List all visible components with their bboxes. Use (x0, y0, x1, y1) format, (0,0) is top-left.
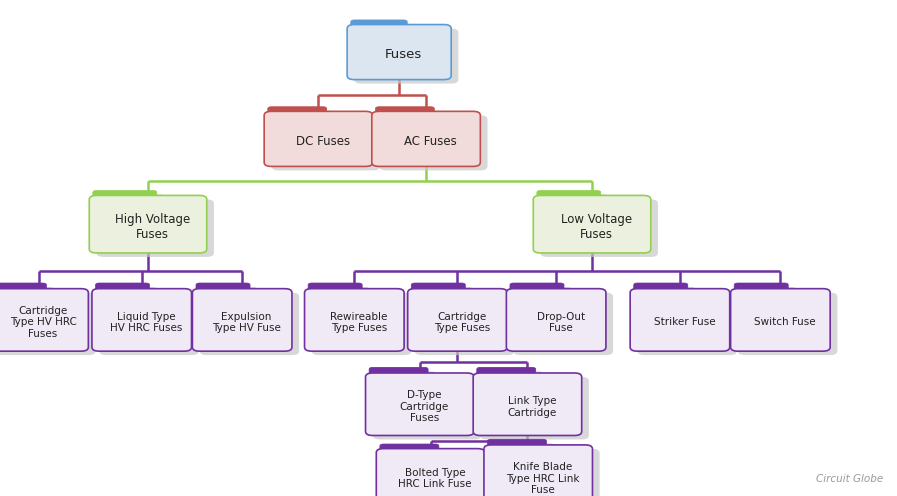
FancyBboxPatch shape (483, 372, 543, 386)
Text: AC Fuses: AC Fuses (405, 135, 457, 148)
FancyBboxPatch shape (513, 293, 613, 355)
FancyBboxPatch shape (196, 283, 250, 298)
FancyBboxPatch shape (309, 283, 362, 298)
Text: Cartridge
Type Fuses: Cartridge Type Fuses (434, 311, 490, 333)
FancyBboxPatch shape (494, 443, 553, 458)
Text: Liquid Type
HV HRC Fuses: Liquid Type HV HRC Fuses (110, 311, 182, 333)
FancyBboxPatch shape (517, 287, 571, 302)
FancyBboxPatch shape (304, 289, 404, 351)
FancyBboxPatch shape (271, 116, 380, 171)
FancyBboxPatch shape (351, 20, 407, 33)
FancyBboxPatch shape (536, 190, 601, 204)
FancyBboxPatch shape (93, 190, 157, 204)
FancyBboxPatch shape (633, 283, 688, 298)
Text: DC Fuses: DC Fuses (296, 135, 350, 148)
FancyBboxPatch shape (90, 195, 206, 253)
FancyBboxPatch shape (414, 293, 515, 355)
Text: High Voltage
Fuses: High Voltage Fuses (115, 213, 190, 241)
Text: Cartridge
Type HV HRC
Fuses: Cartridge Type HV HRC Fuses (10, 306, 76, 339)
FancyBboxPatch shape (375, 107, 434, 120)
Text: Bolted Type
HRC Link Fuse: Bolted Type HRC Link Fuse (398, 468, 472, 490)
FancyBboxPatch shape (366, 373, 474, 435)
FancyBboxPatch shape (379, 116, 488, 171)
FancyBboxPatch shape (488, 439, 546, 454)
FancyBboxPatch shape (373, 377, 481, 439)
FancyBboxPatch shape (0, 283, 47, 298)
FancyBboxPatch shape (95, 283, 150, 298)
Text: Striker Fuse: Striker Fuse (654, 317, 715, 327)
FancyBboxPatch shape (97, 199, 213, 257)
FancyBboxPatch shape (506, 289, 606, 351)
FancyBboxPatch shape (387, 448, 446, 461)
FancyBboxPatch shape (637, 293, 736, 355)
Text: Drop-Out
Fuse: Drop-Out Fuse (536, 311, 585, 333)
FancyBboxPatch shape (741, 287, 796, 302)
FancyBboxPatch shape (312, 293, 411, 355)
FancyBboxPatch shape (358, 24, 414, 37)
FancyBboxPatch shape (99, 293, 198, 355)
FancyBboxPatch shape (492, 449, 599, 496)
FancyBboxPatch shape (100, 194, 164, 208)
FancyBboxPatch shape (737, 293, 838, 355)
FancyBboxPatch shape (509, 283, 564, 298)
FancyBboxPatch shape (483, 445, 592, 496)
FancyBboxPatch shape (540, 199, 658, 257)
FancyBboxPatch shape (200, 293, 299, 355)
FancyBboxPatch shape (267, 107, 327, 120)
FancyBboxPatch shape (0, 289, 88, 351)
FancyBboxPatch shape (377, 372, 435, 386)
FancyBboxPatch shape (0, 293, 95, 355)
FancyBboxPatch shape (0, 287, 54, 302)
Text: Fuses: Fuses (385, 48, 422, 61)
FancyBboxPatch shape (102, 287, 157, 302)
FancyBboxPatch shape (347, 25, 451, 80)
FancyBboxPatch shape (354, 28, 458, 83)
FancyBboxPatch shape (640, 287, 695, 302)
Text: Switch Fuse: Switch Fuse (754, 317, 815, 327)
FancyBboxPatch shape (383, 452, 492, 496)
Text: Expulsion
Type HV Fuse: Expulsion Type HV Fuse (213, 311, 281, 333)
FancyBboxPatch shape (382, 111, 441, 124)
FancyBboxPatch shape (630, 289, 729, 351)
FancyBboxPatch shape (473, 373, 581, 435)
FancyBboxPatch shape (274, 111, 334, 124)
FancyBboxPatch shape (481, 377, 588, 439)
FancyBboxPatch shape (203, 287, 257, 302)
FancyBboxPatch shape (418, 287, 473, 302)
FancyBboxPatch shape (544, 194, 608, 208)
FancyBboxPatch shape (407, 289, 508, 351)
FancyBboxPatch shape (730, 289, 830, 351)
Text: D-Type
Cartridge
Fuses: D-Type Cartridge Fuses (400, 390, 448, 423)
Text: Link Type
Cartridge: Link Type Cartridge (508, 396, 556, 418)
FancyBboxPatch shape (371, 112, 481, 167)
FancyBboxPatch shape (377, 448, 484, 496)
FancyBboxPatch shape (92, 289, 192, 351)
FancyBboxPatch shape (264, 112, 372, 167)
FancyBboxPatch shape (477, 368, 536, 382)
Text: Low Voltage
Fuses: Low Voltage Fuses (561, 213, 632, 241)
FancyBboxPatch shape (734, 283, 788, 298)
FancyBboxPatch shape (411, 283, 466, 298)
FancyBboxPatch shape (316, 287, 370, 302)
Text: Knife Blade
Type HRC Link
Fuse: Knife Blade Type HRC Link Fuse (506, 462, 579, 495)
Text: Rewireable
Type Fuses: Rewireable Type Fuses (330, 311, 388, 333)
FancyBboxPatch shape (533, 195, 651, 253)
FancyBboxPatch shape (370, 368, 428, 382)
Text: Circuit Globe: Circuit Globe (816, 474, 884, 484)
FancyBboxPatch shape (380, 444, 439, 457)
FancyBboxPatch shape (193, 289, 292, 351)
